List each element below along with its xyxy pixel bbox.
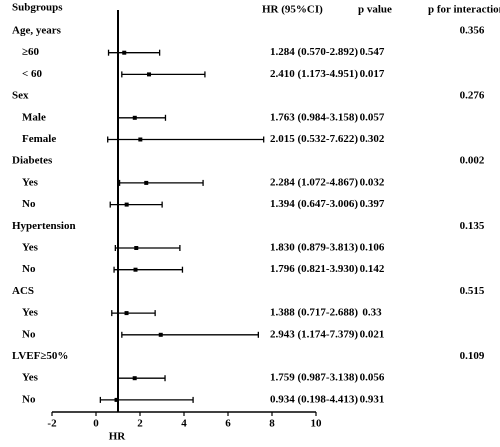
hr-point xyxy=(147,72,152,77)
header-p-interaction: p for interaction xyxy=(428,4,500,16)
p-interaction: 0.135 xyxy=(460,220,485,232)
hr-point xyxy=(122,50,127,55)
hr-text: 1.759 (0.987-3.138) xyxy=(270,372,358,384)
row-label: < 60 xyxy=(22,68,43,80)
header-hr: HR (95%CI) xyxy=(262,4,323,16)
p-interaction: 0.276 xyxy=(460,90,485,102)
hr-text: 1.388 (0.717-2.688) xyxy=(270,307,358,319)
x-tick-label: 10 xyxy=(311,418,323,430)
row-label: No xyxy=(22,328,36,340)
p-value: 0.931 xyxy=(360,393,385,405)
row-label: No xyxy=(22,393,36,405)
x-tick-label: 8 xyxy=(269,418,275,430)
group-label: Diabetes xyxy=(12,155,53,167)
hr-text: 1.796 (0.821-3.930) xyxy=(270,263,358,275)
x-tick-label: -2 xyxy=(47,418,57,430)
row-label: ≥60 xyxy=(22,46,40,58)
hr-point xyxy=(132,115,137,120)
hr-point xyxy=(124,202,129,207)
hr-text: 1.394 (0.647-3.006) xyxy=(270,198,358,210)
p-value: 0.106 xyxy=(360,242,385,254)
group-label: Sex xyxy=(12,90,29,102)
p-value: 0.056 xyxy=(360,372,385,384)
hr-text: 2.284 (1.072-4.867) xyxy=(270,176,358,188)
x-tick-label: 6 xyxy=(225,418,231,430)
hr-text: 0.934 (0.198-4.413) xyxy=(270,393,358,405)
x-tick-label: 4 xyxy=(181,418,187,430)
header-p: p value xyxy=(358,4,392,16)
hr-text: 1.830 (0.879-3.813) xyxy=(270,242,358,254)
hr-text: 2.943 (1.174-7.379) xyxy=(270,328,358,340)
hr-text: 2.410 (1.173-4.951) xyxy=(270,68,358,80)
p-interaction: 0.515 xyxy=(460,285,485,297)
p-value: 0.021 xyxy=(360,328,385,340)
hr-point xyxy=(133,267,138,272)
group-label: ACS xyxy=(12,285,34,297)
p-value: 0.032 xyxy=(360,176,385,188)
x-tick-label: 0 xyxy=(93,418,99,430)
p-value: 0.057 xyxy=(360,111,385,123)
group-label: Age, years xyxy=(12,25,62,37)
row-label: Yes xyxy=(22,307,39,319)
row-label: Yes xyxy=(22,242,39,254)
p-interaction: 0.356 xyxy=(460,25,485,37)
row-label: Yes xyxy=(22,372,39,384)
p-value: 0.142 xyxy=(360,263,385,275)
header-subgroups: Subgroups xyxy=(12,2,63,14)
hr-text: 2.015 (0.532-7.622) xyxy=(270,133,358,145)
hr-text: 1.284 (0.570-2.892) xyxy=(270,46,358,58)
row-label: Yes xyxy=(22,176,39,188)
row-label: Male xyxy=(22,111,46,123)
hr-point xyxy=(138,137,143,142)
hr-point xyxy=(144,180,149,185)
x-axis-label: HR xyxy=(109,431,127,443)
hr-text: 1.763 (0.984-3.158) xyxy=(270,111,358,123)
p-value: 0.547 xyxy=(360,46,385,58)
hr-point xyxy=(114,397,119,402)
p-interaction: 0.002 xyxy=(460,155,485,167)
p-interaction: 0.109 xyxy=(460,350,485,362)
hr-point xyxy=(134,246,139,250)
x-tick-label: 2 xyxy=(137,418,143,430)
hr-point xyxy=(132,376,137,381)
p-value: 0.397 xyxy=(360,198,385,210)
hr-point xyxy=(158,332,163,337)
row-label: No xyxy=(22,263,36,275)
group-label: Hypertension xyxy=(12,220,76,232)
row-label: Female xyxy=(22,133,56,145)
row-label: No xyxy=(22,198,36,210)
hr-point xyxy=(124,311,129,316)
p-value: 0.017 xyxy=(360,68,385,80)
p-value: 0.33 xyxy=(362,307,382,319)
group-label: LVEF≥50% xyxy=(12,350,68,362)
p-value: 0.302 xyxy=(360,133,385,145)
